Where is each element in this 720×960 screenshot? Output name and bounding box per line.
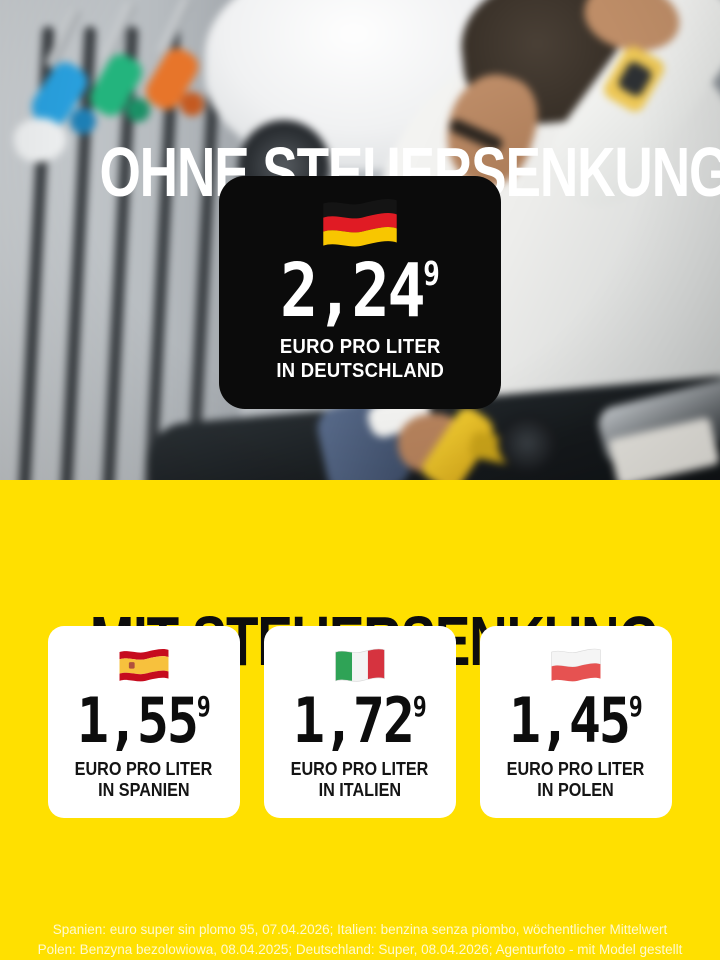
price-main: 1,55 xyxy=(77,684,199,757)
price-value-spain: 1,559 xyxy=(77,690,211,752)
country-line: IN ITALIEN xyxy=(318,780,402,801)
source-footnote: Spanien: euro super sin plomo 95, 07.04.… xyxy=(0,920,720,960)
price-value-germany: 2,249 xyxy=(280,254,440,328)
country-line: IN SPANIEN xyxy=(98,780,190,801)
nozzle-knob xyxy=(180,92,204,116)
nozzle-knob xyxy=(126,98,150,122)
price-caption-germany: EURO PRO LITER IN DEUTSCHLAND xyxy=(219,335,501,383)
germany-price-card: 2,249 EURO PRO LITER IN DEUTSCHLAND xyxy=(219,176,501,409)
country-price-cards: 1,559 EURO PRO LITER IN SPANIEN xyxy=(48,626,672,818)
price-main: 1,72 xyxy=(293,684,415,757)
photo-section: OHNE STEUERSENKUNG 2,249 EURO PRO LITER … xyxy=(0,0,720,480)
unit-line: EURO PRO LITER xyxy=(279,335,441,359)
price-main: 1,45 xyxy=(509,684,631,757)
footnote-line-1: Spanien: euro super sin plomo 95, 07.04.… xyxy=(52,921,668,937)
footnote-line-2: Polen: Benzyna bezolowiowa, 08.04.2025; … xyxy=(37,941,683,957)
unit-line: EURO PRO LITER xyxy=(75,758,213,779)
italy-flag-icon xyxy=(335,648,385,682)
price-superscript: 9 xyxy=(423,255,440,294)
price-caption-italy: EURO PRO LITER IN ITALIEN xyxy=(264,759,456,801)
poland-price-card: 1,459 EURO PRO LITER IN POLEN xyxy=(480,626,672,818)
spain-flag-icon xyxy=(119,648,169,682)
price-caption-poland: EURO PRO LITER IN POLEN xyxy=(480,759,672,801)
unit-line: EURO PRO LITER xyxy=(507,758,645,779)
poland-flag-icon xyxy=(551,648,601,682)
price-superscript: 9 xyxy=(412,692,427,724)
price-value-poland: 1,459 xyxy=(509,690,643,752)
nozzle-knob xyxy=(70,108,96,134)
price-superscript: 9 xyxy=(196,692,211,724)
italy-price-card: 1,729 EURO PRO LITER IN ITALIEN xyxy=(264,626,456,818)
country-line: IN DEUTSCHLAND xyxy=(276,359,444,383)
country-line: IN POLEN xyxy=(537,780,615,801)
germany-flag-icon xyxy=(323,198,397,247)
price-value-italy: 1,729 xyxy=(293,690,427,752)
unit-line: EURO PRO LITER xyxy=(291,758,429,779)
price-superscript: 9 xyxy=(628,692,643,724)
price-caption-spain: EURO PRO LITER IN SPANIEN xyxy=(48,759,240,801)
spain-price-card: 1,559 EURO PRO LITER IN SPANIEN xyxy=(48,626,240,818)
price-main: 2,24 xyxy=(280,248,426,334)
